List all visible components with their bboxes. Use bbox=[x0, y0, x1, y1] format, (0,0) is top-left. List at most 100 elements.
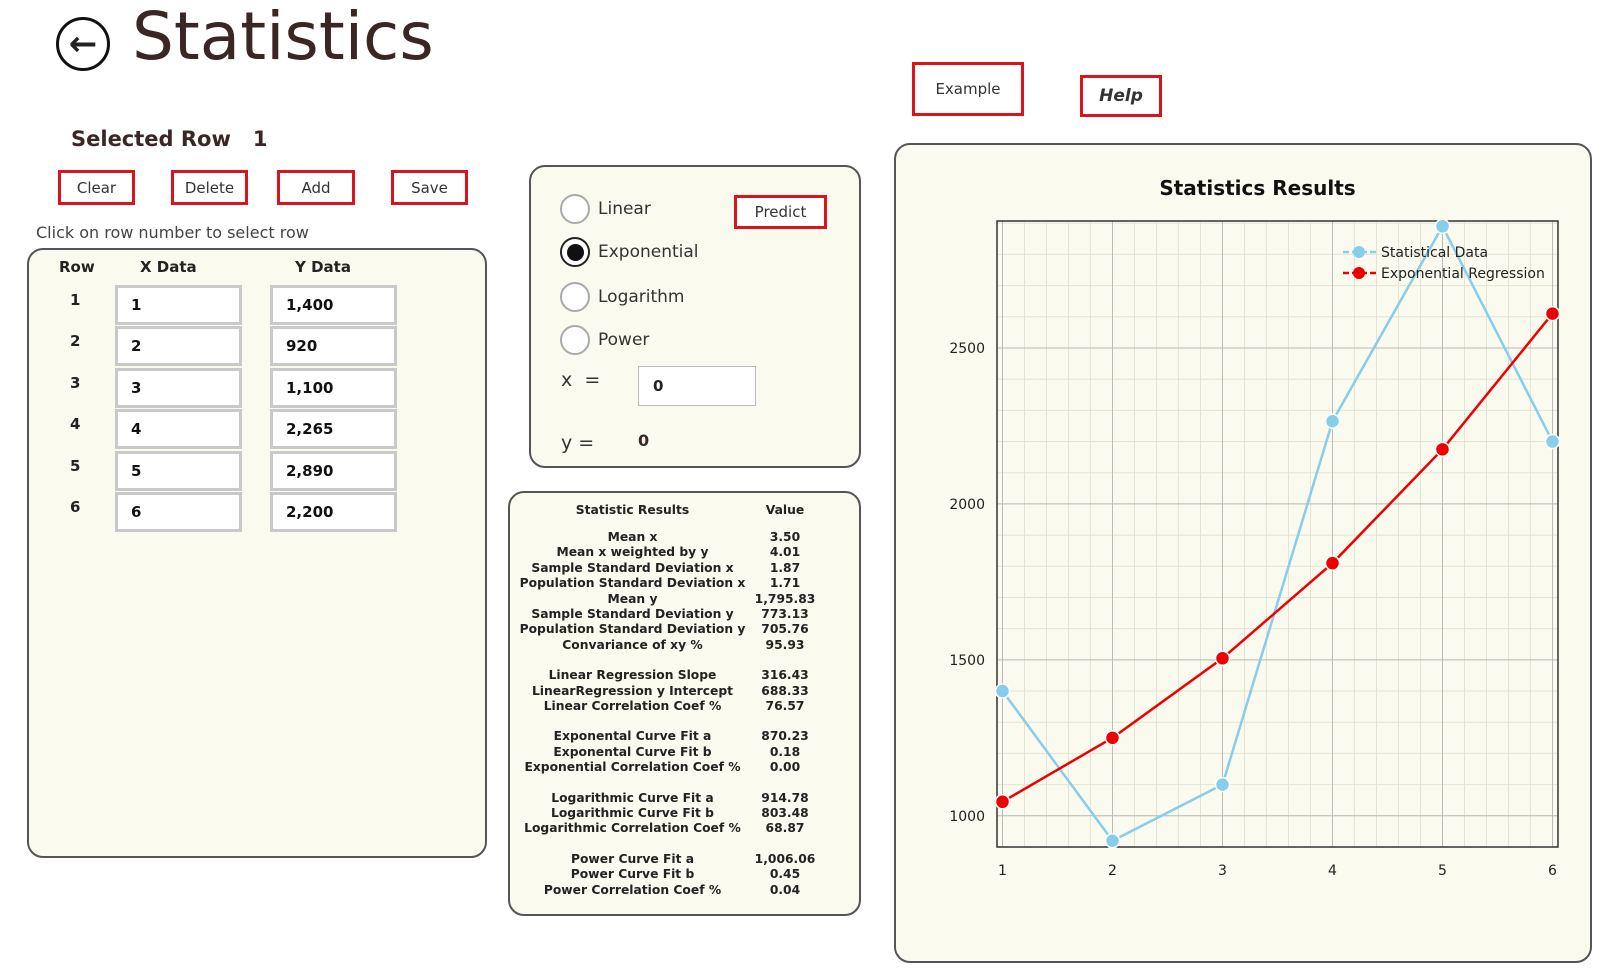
x-tick-label: 3 bbox=[1218, 863, 1227, 879]
back-button[interactable]: ← bbox=[56, 17, 110, 71]
radio-circle-icon bbox=[560, 325, 590, 355]
data-point bbox=[1324, 413, 1341, 429]
stat-name: Logarithmic Correlation Coef % bbox=[524, 821, 741, 836]
plot-frame bbox=[996, 220, 1559, 848]
stat-name: Mean x bbox=[607, 530, 658, 544]
help-button[interactable]: Help bbox=[1080, 75, 1162, 117]
x-data-input[interactable]: 5 bbox=[115, 450, 242, 491]
y-value: 0 bbox=[638, 431, 650, 450]
stat-name: Linear Correlation Coef % bbox=[543, 699, 722, 713]
y-data-input[interactable]: 1,100 bbox=[270, 367, 397, 408]
stat-value: 1,795.83 bbox=[754, 591, 816, 606]
selected-row: Selected Row 1 bbox=[71, 127, 268, 151]
row-number[interactable]: 4 bbox=[70, 415, 81, 434]
x-data-input[interactable]: 6 bbox=[115, 492, 242, 532]
radio-power[interactable]: Power bbox=[560, 325, 649, 355]
radio-circle-icon bbox=[560, 237, 590, 267]
stat-name: Mean x weighted by y bbox=[556, 545, 709, 560]
clear-button[interactable]: Clear bbox=[58, 170, 135, 205]
add-button[interactable]: Add bbox=[277, 170, 355, 205]
stat-value: 705.76 bbox=[761, 622, 809, 637]
y-data-input[interactable]: 1,400 bbox=[270, 285, 397, 325]
radio-exponential[interactable]: Exponential bbox=[560, 237, 699, 267]
header-row: Row bbox=[59, 258, 95, 276]
x-tick-label: 2 bbox=[1108, 863, 1117, 879]
stat-value: 3.50 bbox=[769, 530, 801, 544]
stat-name: Logarithmic Curve Fit b bbox=[551, 806, 714, 820]
stat-value: 0.04 bbox=[769, 882, 801, 897]
stats-header-value: Value bbox=[765, 503, 805, 517]
stat-value: 68.87 bbox=[765, 821, 805, 836]
radio-label: Exponential bbox=[598, 242, 699, 262]
y-data-input[interactable]: 920 bbox=[270, 326, 397, 367]
stat-name: Mean y bbox=[607, 591, 658, 606]
row-number[interactable]: 3 bbox=[70, 373, 81, 392]
x-data-input[interactable]: 3 bbox=[115, 367, 242, 408]
stat-value: 773.13 bbox=[761, 607, 809, 621]
stat-value: 803.48 bbox=[761, 806, 809, 820]
radio-logarithm[interactable]: Logarithm bbox=[560, 282, 685, 312]
stat-name: Convariance of xy % bbox=[562, 637, 703, 652]
data-point bbox=[1434, 218, 1451, 235]
stat-name: Sample Standard Deviation x bbox=[531, 560, 734, 575]
selected-row-label: Selected Row bbox=[71, 127, 231, 151]
data-point bbox=[1104, 730, 1121, 746]
stat-value: 0.18 bbox=[769, 744, 801, 759]
header-y-data: Y Data bbox=[295, 258, 351, 276]
radio-label: Linear bbox=[598, 199, 651, 219]
chart-panel: Statistics Results 1 2 3 4 5 6 1000 1500 2000 2500… bbox=[894, 143, 1592, 963]
x-data-input[interactable]: 4 bbox=[115, 409, 242, 450]
delete-button[interactable]: Delete bbox=[171, 170, 248, 205]
data-point bbox=[994, 683, 1011, 699]
stat-name: LinearRegression y Intercept bbox=[531, 683, 734, 698]
x-input[interactable]: 0 bbox=[638, 366, 756, 406]
data-point bbox=[1214, 776, 1231, 793]
stat-name: Population Standard Deviation y bbox=[519, 622, 746, 637]
x-tick-label: 5 bbox=[1438, 863, 1447, 879]
x-label: x = bbox=[561, 369, 601, 391]
radio-circle-icon bbox=[560, 194, 590, 224]
y-tick-label: 2500 bbox=[949, 341, 985, 357]
legend-label: Exponential Regression bbox=[1381, 266, 1545, 282]
data-point bbox=[994, 794, 1011, 810]
save-button[interactable]: Save bbox=[391, 170, 468, 205]
radio-circle-icon bbox=[560, 282, 590, 312]
stat-value: 1.71 bbox=[769, 576, 801, 591]
stat-value: 688.33 bbox=[761, 683, 809, 698]
stat-value: 95.93 bbox=[765, 637, 805, 652]
stat-name: Power Curve Fit a bbox=[570, 851, 695, 866]
stat-name: Population Standard Deviation x bbox=[519, 576, 746, 591]
y-tick-label: 1000 bbox=[949, 809, 985, 825]
radio-label: Logarithm bbox=[598, 287, 685, 307]
stats-header-name: Statistic Results bbox=[575, 503, 690, 517]
example-button[interactable]: Example bbox=[912, 62, 1024, 116]
y-tick-label: 1500 bbox=[949, 653, 985, 669]
data-point bbox=[1434, 441, 1451, 458]
y-data-input[interactable]: 2,265 bbox=[270, 409, 397, 450]
x-data-input[interactable]: 1 bbox=[115, 285, 242, 325]
stat-name: Sample Standard Deviation y bbox=[531, 607, 734, 621]
statistics-results-panel: Statistic Results Value Mean x 3.50 Mean x … bbox=[508, 491, 861, 916]
page-title: Statistics bbox=[132, 0, 434, 75]
y-data-input[interactable]: 2,200 bbox=[270, 492, 397, 532]
stat-name: Logarithmic Curve Fit a bbox=[551, 790, 714, 805]
row-number[interactable]: 1 bbox=[70, 291, 81, 309]
hint-text: Click on row number to select row bbox=[36, 223, 309, 242]
stat-value: 0.00 bbox=[769, 760, 801, 775]
chart-title: Statistics Results bbox=[1159, 176, 1355, 200]
stat-value: 914.78 bbox=[761, 790, 809, 805]
radio-linear[interactable]: Linear bbox=[560, 194, 651, 224]
y-data-input[interactable]: 2,890 bbox=[270, 450, 397, 491]
predict-button[interactable]: Predict bbox=[734, 195, 827, 229]
row-number[interactable]: 6 bbox=[70, 498, 81, 516]
selected-row-value: 1 bbox=[252, 127, 268, 151]
stat-name: Power Curve Fit b bbox=[570, 867, 695, 882]
row-number[interactable]: 2 bbox=[70, 332, 81, 351]
data-point bbox=[1214, 650, 1231, 667]
stat-value: 1,006.06 bbox=[754, 851, 816, 866]
header-x-data: X Data bbox=[140, 258, 197, 276]
y-tick-label: 2000 bbox=[949, 497, 985, 513]
x-data-input[interactable]: 2 bbox=[115, 326, 242, 367]
stat-value: 76.57 bbox=[765, 699, 805, 713]
row-number[interactable]: 5 bbox=[70, 456, 81, 475]
